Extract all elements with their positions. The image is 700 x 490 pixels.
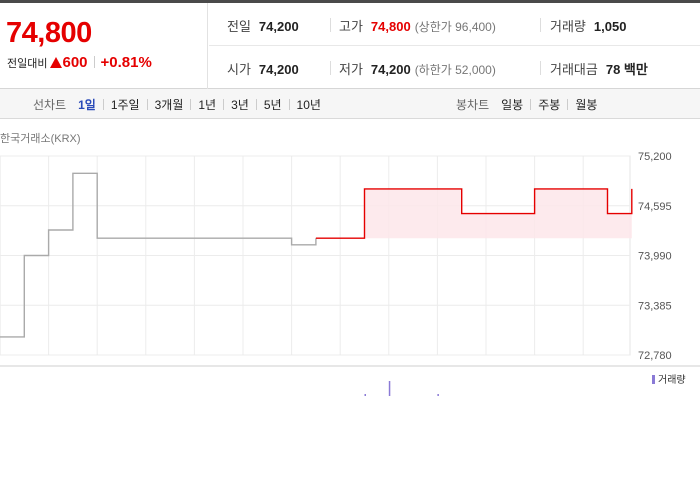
y-tick-label: 73,990 [638, 251, 672, 263]
divider [567, 99, 569, 110]
stat-low: 저가 74,200 (하한가 52,000) [339, 59, 496, 78]
divider [540, 61, 541, 75]
stat-open: 시가 74,200 [227, 59, 299, 78]
stat-label: 거래량 [550, 19, 586, 34]
up-arrow-icon [50, 57, 63, 68]
stat-label: 저가 [339, 62, 363, 77]
price-line [315, 188, 633, 239]
top-border [0, 0, 700, 3]
divider [540, 18, 541, 32]
current-price: 74,800 [6, 17, 92, 49]
volume-swatch [652, 375, 655, 384]
candle-chart-tabs: 봉차트 일봉 주봉 월봉 [456, 96, 597, 113]
stat-value: 74,200 [258, 19, 299, 34]
change-info: 전일대비 600 +0.81% [7, 54, 152, 71]
volume-bar [437, 394, 439, 396]
stat-value: 1,050 [593, 19, 627, 34]
tab-5year[interactable]: 5년 [263, 98, 282, 112]
y-tick-label: 73,385 [638, 300, 672, 312]
tab-1year[interactable]: 1년 [198, 98, 217, 112]
stat-value: 78 백만 [605, 62, 648, 77]
price-chart[interactable]: 75,200 74,595 73,990 73,385 72,780 [0, 140, 700, 402]
tab-3year[interactable]: 3년 [231, 98, 249, 112]
tab-3month[interactable]: 3개월 [154, 98, 184, 112]
price-summary: 74,800 전일대비 600 +0.81% 전일 74,200 고가 74,800 (상… [0, 3, 700, 89]
chart-tab-bar: 선차트 1일 1주일 3개월 1년 3년 5년 10년 봉차트 일봉 주봉 월봉 [0, 89, 700, 119]
prev-day-line [0, 172, 317, 338]
divider [530, 99, 532, 110]
volume-legend-label: 거래량 [658, 375, 686, 386]
stat-sub: (상한가 96,400) [414, 20, 496, 34]
tab-daily-candle[interactable]: 일봉 [501, 98, 524, 112]
divider [93, 56, 95, 68]
y-tick-label: 75,200 [638, 151, 672, 163]
stat-trade-amount: 거래대금 78 백만 [550, 59, 648, 78]
stat-value: 74,800 [370, 19, 411, 34]
stat-value: 74,200 [370, 62, 411, 77]
volume-bar [388, 381, 391, 396]
stats-row-1: 전일 74,200 고가 74,800 (상한가 96,400) 거래량 1,050 [209, 3, 700, 46]
tab-10year[interactable]: 10년 [296, 98, 321, 112]
tab-weekly-candle[interactable]: 주봉 [538, 98, 561, 112]
line-chart-label: 선차트 [33, 98, 67, 112]
stat-high: 고가 74,800 (상한가 96,400) [339, 16, 496, 35]
volume-legend: 거래량 [652, 371, 686, 386]
tab-monthly-candle[interactable]: 월봉 [575, 98, 598, 112]
divider [330, 61, 331, 75]
stat-label: 거래대금 [550, 62, 598, 77]
divider [102, 99, 104, 110]
stat-volume: 거래량 1,050 [550, 16, 626, 35]
divider [223, 99, 225, 110]
stat-label: 고가 [339, 19, 363, 34]
change-percent: +0.81% [100, 54, 152, 71]
divider [330, 18, 331, 32]
stat-label: 전일 [227, 19, 251, 34]
y-tick-label: 74,595 [638, 201, 672, 213]
change-value: 600 [62, 54, 88, 71]
stat-prev-close: 전일 74,200 [227, 16, 299, 35]
stats-table: 전일 74,200 고가 74,800 (상한가 96,400) 거래량 1,050 시… [209, 3, 700, 89]
volume-bar [364, 394, 366, 396]
tab-1day[interactable]: 1일 [78, 98, 96, 112]
price-box: 74,800 전일대비 600 +0.81% [0, 3, 208, 89]
divider [288, 99, 290, 110]
tab-1week[interactable]: 1주일 [110, 98, 140, 112]
stat-sub: (하한가 52,000) [414, 63, 496, 77]
y-tick-label: 72,780 [638, 350, 672, 362]
stat-label: 시가 [227, 62, 251, 77]
divider [255, 99, 257, 110]
data-source: 한국거래소(KRX) [0, 133, 81, 145]
line-chart-tabs: 선차트 1일 1주일 3개월 1년 3년 5년 10년 [33, 96, 321, 113]
change-label: 전일대비 [7, 58, 48, 70]
divider [190, 99, 192, 110]
stat-value: 74,200 [258, 62, 299, 77]
divider [146, 99, 148, 110]
candle-chart-label: 봉차트 [456, 98, 490, 112]
stats-row-2: 시가 74,200 저가 74,200 (하한가 52,000) 거래대금 78 백만 [209, 46, 700, 89]
